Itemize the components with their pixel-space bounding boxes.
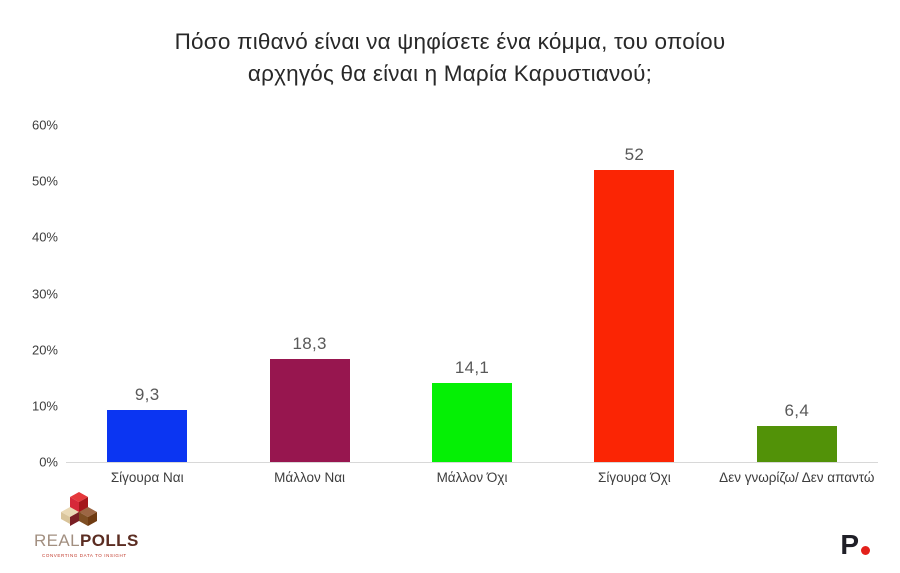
chart-title: Πόσο πιθανό είναι να ψηφίσετε ένα κόμμα,… xyxy=(174,29,726,86)
bar[interactable] xyxy=(107,409,188,462)
bar-group: 6,4 Δεν γνωρίζω/ Δεν απαντώ xyxy=(716,125,878,485)
realpolls-logo: REALPOLLS CONVERTING DATA TO INSIGHT xyxy=(34,491,154,558)
plot-area: 9,3 Σίγουρα Ναι 18,3 Μάλλον Ναι 14,1 Μάλλον Ό… xyxy=(66,125,878,485)
y-tick-label: 30% xyxy=(31,286,58,301)
publisher-red-dot-icon xyxy=(861,546,870,555)
realpolls-word-polls: POLLS xyxy=(80,531,139,550)
bar[interactable] xyxy=(269,359,350,462)
x-axis-label: Δεν γνωρίζω/ Δεν απαντώ xyxy=(719,470,875,485)
y-tick-label: 10% xyxy=(31,398,58,414)
realpolls-cubes-icon xyxy=(61,492,97,526)
x-axis-label: Σίγουρα Όχι xyxy=(598,470,671,485)
x-axis-label: Μάλλον Ναι xyxy=(274,470,346,485)
publisher-logo: P xyxy=(840,528,870,560)
x-axis-label: Σίγουρα Ναι xyxy=(110,470,184,485)
bar-value-label: 6,4 xyxy=(784,401,810,421)
y-tick-label: 50% xyxy=(31,173,58,189)
realpolls-word-real: REAL xyxy=(34,531,81,550)
x-axis-label: Μάλλον Όχι xyxy=(436,470,508,485)
y-tick-label: 20% xyxy=(31,342,58,358)
realpolls-wordmark: REALPOLLS xyxy=(34,531,139,550)
bar-value-label: 18,3 xyxy=(292,334,327,354)
bar-group: 9,3 Σίγουρα Ναι xyxy=(66,125,228,485)
bar[interactable] xyxy=(594,169,675,462)
bar-value-label: 14,1 xyxy=(454,357,490,377)
y-tick-label: 60% xyxy=(31,117,58,133)
bar[interactable] xyxy=(432,382,513,462)
y-axis: 0% 10% 20% 30% 40% 50% 60% xyxy=(0,118,58,470)
bars: 9,3 Σίγουρα Ναι 18,3 Μάλλον Ναι 14,1 Μάλλον Ό… xyxy=(66,125,878,485)
bar-value-label: 9,3 xyxy=(134,384,160,404)
publisher-p-letter: P xyxy=(840,528,859,560)
bar-group: 18,3 Μάλλον Ναι xyxy=(228,125,390,485)
bar[interactable] xyxy=(756,426,837,462)
y-tick-label: 40% xyxy=(31,229,58,245)
realpolls-tagline: CONVERTING DATA TO INSIGHT xyxy=(42,552,127,558)
bar-value-label: 52 xyxy=(624,144,645,164)
bar-group: 52 Σίγουρα Όχι xyxy=(553,125,715,485)
bar-group: 14,1 Μάλλον Όχι xyxy=(391,125,553,485)
y-tick-label: 0% xyxy=(39,454,58,470)
